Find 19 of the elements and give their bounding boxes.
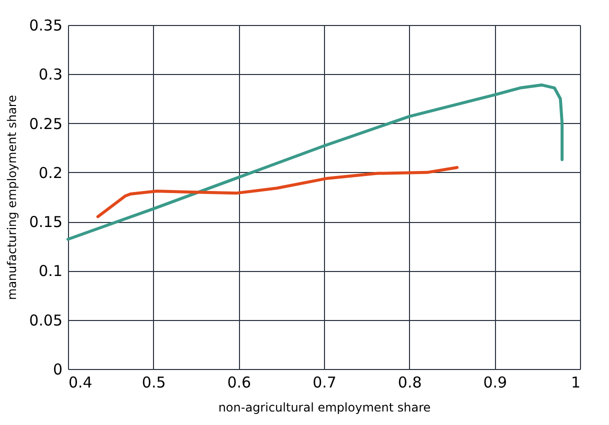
y-tick-label: 0.3 — [38, 66, 62, 84]
x-tick-label: 1 — [570, 374, 580, 392]
y-tick-label: 0.1 — [38, 262, 62, 280]
y-tick-label: 0.35 — [29, 16, 62, 34]
y-tick-label: 0.2 — [38, 164, 62, 182]
line-series — [96, 166, 459, 218]
y-axis-title: manufacturing employment share — [5, 95, 20, 300]
x-axis-title: non-agricultural employment share — [218, 400, 431, 414]
x-tick-label: 0.5 — [142, 374, 166, 392]
x-tick-label: 0.4 — [68, 374, 92, 392]
line-series — [66, 83, 564, 241]
x-tick-label: 0.9 — [483, 374, 508, 392]
y-tick-label: 0.05 — [29, 311, 62, 330]
x-tick-label: 0.8 — [398, 374, 422, 392]
y-tick-label: 0 — [52, 360, 62, 378]
x-tick-label: 0.7 — [312, 374, 336, 392]
x-tick-label: 0.6 — [227, 374, 252, 392]
y-tick-label: 0.15 — [29, 213, 62, 232]
y-tick-label: 0.25 — [29, 114, 62, 133]
